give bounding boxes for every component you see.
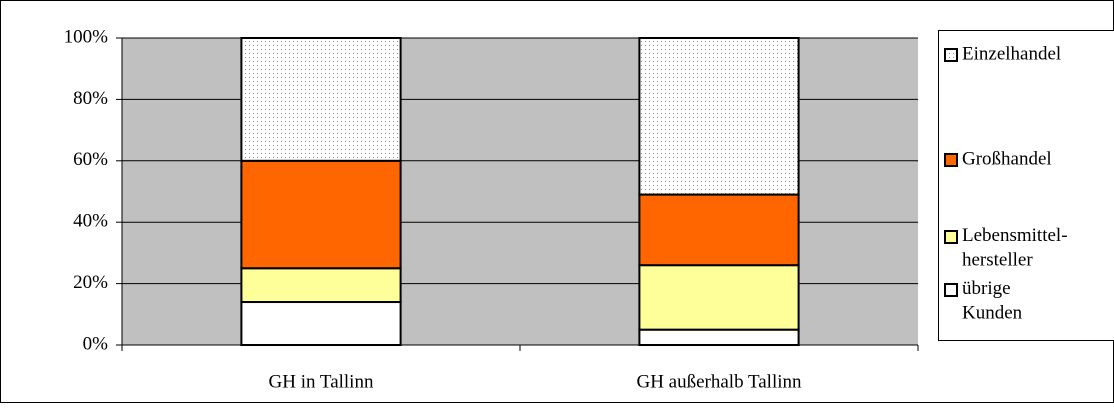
legend-swatch: [945, 231, 957, 243]
bar-segment: [241, 38, 400, 161]
y-tick-label: 60%: [73, 149, 108, 170]
bar-segment: [639, 330, 798, 345]
legend-label: Großhandel: [962, 148, 1052, 169]
y-tick-label: 100%: [64, 26, 109, 47]
legend-swatch: [945, 154, 957, 166]
x-tick-label: GH in Tallinn: [269, 371, 374, 392]
bar-segment: [241, 268, 400, 302]
legend-label: Einzelhandel: [962, 43, 1061, 64]
y-tick-label: 80%: [73, 88, 108, 109]
bar-segment: [241, 161, 400, 268]
x-tick-label: GH außerhalb Tallinn: [636, 371, 802, 392]
bar-segment: [639, 265, 798, 329]
bar-segment: [241, 302, 400, 345]
y-tick-label: 0%: [83, 333, 109, 354]
legend-swatch: [945, 284, 957, 296]
bar-segment: [639, 195, 798, 266]
y-tick-label: 40%: [73, 211, 108, 232]
y-tick-label: 20%: [73, 272, 108, 293]
bar-segment: [639, 38, 798, 195]
legend-swatch: [945, 49, 957, 61]
